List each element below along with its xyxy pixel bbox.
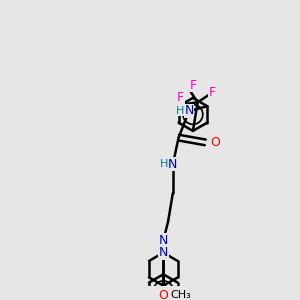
Text: N: N (159, 234, 168, 247)
Text: F: F (208, 86, 215, 99)
Text: H: H (160, 159, 169, 169)
Text: F: F (177, 91, 184, 104)
Text: F: F (189, 79, 197, 92)
Text: CH₃: CH₃ (170, 290, 191, 300)
Text: H: H (176, 106, 185, 116)
Text: O: O (158, 289, 168, 300)
Text: N: N (184, 104, 194, 117)
Text: N: N (159, 246, 168, 259)
Text: N: N (168, 158, 178, 171)
Text: O: O (210, 136, 220, 149)
